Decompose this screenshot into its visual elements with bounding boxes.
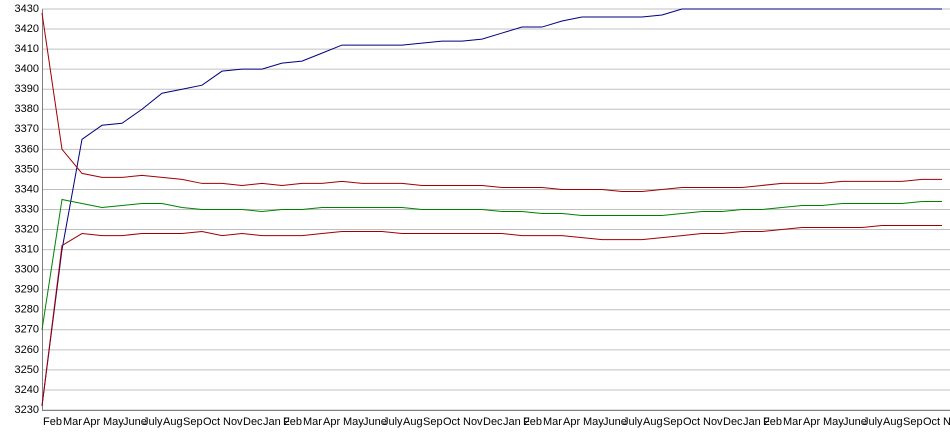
y-tick-label: 3340 xyxy=(15,183,39,195)
y-tick-label: 3270 xyxy=(15,324,39,336)
y-tick-label: 3250 xyxy=(15,364,39,376)
x-tick-label: Apr xyxy=(323,416,340,428)
y-tick-label: 3360 xyxy=(15,143,39,155)
x-tick-label: Apr xyxy=(83,416,100,428)
x-tick-label: July xyxy=(863,416,883,428)
x-tick-label: June xyxy=(363,416,387,428)
x-tick-label: Sep xyxy=(183,416,203,428)
x-tick-label: Mar xyxy=(63,416,82,428)
y-tick-label: 3420 xyxy=(15,23,39,35)
x-tick-label: Jan 2 xyxy=(263,416,290,428)
x-tick-label: May xyxy=(103,416,124,428)
y-tick-label: 3310 xyxy=(15,244,39,256)
x-tick-label: Sep xyxy=(903,416,923,428)
x-tick-label: Nov xyxy=(223,416,243,428)
x-tick-label: Oct xyxy=(683,416,700,428)
x-tick-label: May xyxy=(343,416,364,428)
y-tick-label: 3280 xyxy=(15,304,39,316)
x-tick-label: Dec xyxy=(483,416,503,428)
y-tick-label: 3230 xyxy=(15,404,39,416)
line-series xyxy=(41,12,942,192)
y-tick-label: 3380 xyxy=(15,103,39,115)
x-tick-label: Mar xyxy=(543,416,562,428)
x-tick-label: Oct xyxy=(203,416,220,428)
x-tick-label: Nov xyxy=(943,416,950,428)
x-tick-label: Feb xyxy=(43,416,62,428)
y-tick-label: 3320 xyxy=(15,223,39,235)
x-tick-label: Mar xyxy=(783,416,802,428)
x-tick-label: Feb xyxy=(523,416,542,428)
x-tick-label: July xyxy=(383,416,403,428)
y-tick-label: 3240 xyxy=(15,384,39,396)
x-tick-label: Nov xyxy=(703,416,723,428)
x-tick-label: Sep xyxy=(423,416,443,428)
x-tick-label: Feb xyxy=(283,416,302,428)
x-tick-label: Aug xyxy=(643,416,663,428)
x-tick-label: June xyxy=(123,416,147,428)
x-tick-label: Sep xyxy=(663,416,683,428)
x-tick-label: Aug xyxy=(883,416,903,428)
x-tick-label: Mar xyxy=(303,416,322,428)
x-tick-label: Aug xyxy=(403,416,423,428)
x-tick-label: Apr xyxy=(803,416,820,428)
y-tick-label: 3390 xyxy=(15,83,39,95)
x-tick-label: June xyxy=(843,416,867,428)
x-tick-label: July xyxy=(143,416,163,428)
y-tick-label: 3400 xyxy=(15,63,39,75)
x-tick-label: Nov xyxy=(463,416,483,428)
x-tick-label: Feb xyxy=(763,416,782,428)
x-tick-label: Apr xyxy=(563,416,580,428)
y-tick-label: 3290 xyxy=(15,284,39,296)
x-tick-label: Jan 2 xyxy=(503,416,530,428)
line-series xyxy=(41,198,942,330)
x-tick-label: Oct xyxy=(443,416,460,428)
x-tick-label: May xyxy=(823,416,844,428)
x-tick-label: Jan 2 xyxy=(743,416,770,428)
y-tick-label: 3430 xyxy=(15,3,39,15)
x-tick-label: June xyxy=(603,416,627,428)
y-tick-label: 3410 xyxy=(15,43,39,55)
x-tick-label: Aug xyxy=(163,416,183,428)
x-tick-label: Dec xyxy=(243,416,263,428)
x-tick-label: Dec xyxy=(723,416,743,428)
y-tick-label: 3300 xyxy=(15,264,39,276)
x-tick-label: Oct xyxy=(923,416,940,428)
line-series xyxy=(41,225,942,407)
y-tick-label: 3260 xyxy=(15,344,39,356)
y-tick-label: 3350 xyxy=(15,163,39,175)
x-tick-label: May xyxy=(583,416,604,428)
x-tick-label: July xyxy=(623,416,643,428)
y-tick-label: 3330 xyxy=(15,203,39,215)
y-tick-label: 3370 xyxy=(15,123,39,135)
line-series xyxy=(41,8,942,407)
